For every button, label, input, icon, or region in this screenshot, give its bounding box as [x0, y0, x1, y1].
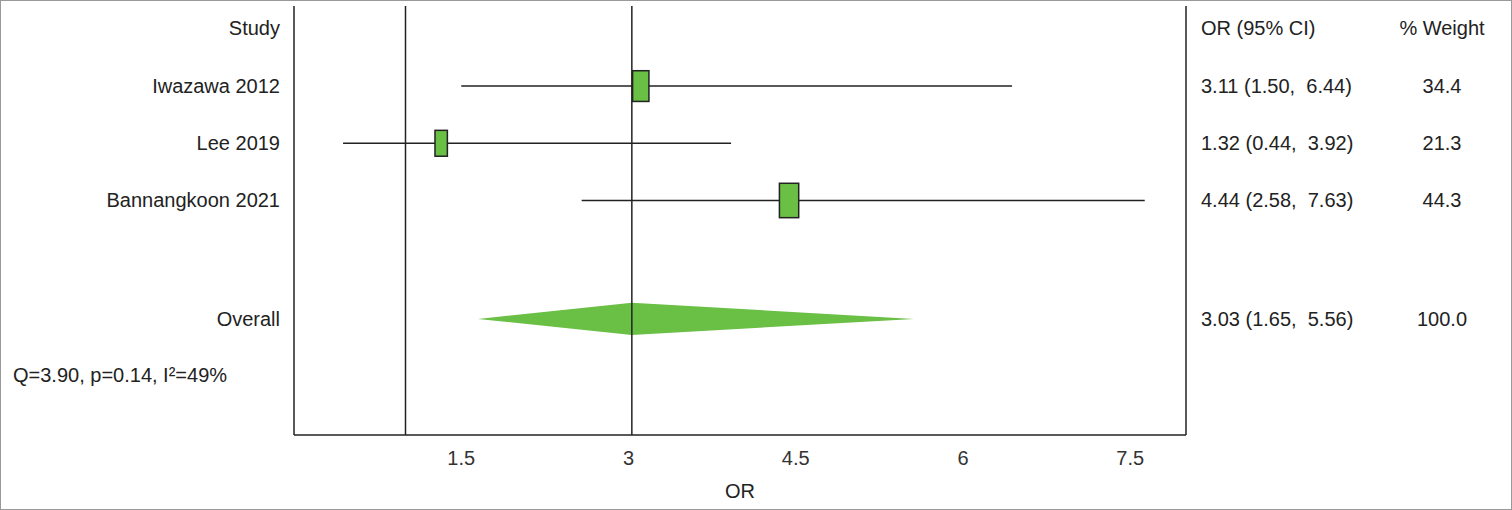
html-text:% Weight: % Weight: [1399, 16, 1485, 39]
html-text:3.03 (1.65, 5.56): 3.03 (1.65, 5.56): [1201, 307, 1354, 330]
html-text:4.44 (2.58, 7.63): 4.44 (2.58, 7.63): [1201, 189, 1354, 212]
html-text:44.3: 44.3: [1422, 189, 1462, 212]
html-text:21.3: 21.3: [1422, 132, 1462, 155]
html-text:3.11 (1.50, 6.44): 3.11 (1.50, 6.44): [1201, 75, 1352, 98]
html-text:Iwazawa 2012: Iwazawa 2012: [152, 75, 280, 98]
html-text:OR (95% CI): OR (95% CI): [1201, 16, 1316, 39]
svg-text:3: 3: [623, 447, 634, 469]
svg-text:7.5: 7.5: [1116, 447, 1144, 469]
html-text:34.4: 34.4: [1422, 75, 1462, 98]
html-text:1.32 (0.44, 3.92): 1.32 (0.44, 3.92): [1201, 132, 1354, 155]
html-text:Bannangkoon 2021: Bannangkoon 2021: [106, 189, 280, 212]
html-text:Study: Study: [228, 16, 280, 39]
svg-text:1.5: 1.5: [447, 447, 475, 469]
html-text:100.0: 100.0: [1417, 307, 1467, 330]
svg-text:4.5: 4.5: [782, 447, 810, 469]
html-text:Q=3.90, p=0.14, I²=49%: Q=3.90, p=0.14, I²=49%: [13, 363, 227, 386]
html-text:OR: OR: [725, 480, 755, 502]
html-text:Lee 2019: Lee 2019: [196, 132, 280, 155]
svg-text:6: 6: [957, 447, 968, 469]
html-text:Overall: Overall: [216, 307, 280, 330]
